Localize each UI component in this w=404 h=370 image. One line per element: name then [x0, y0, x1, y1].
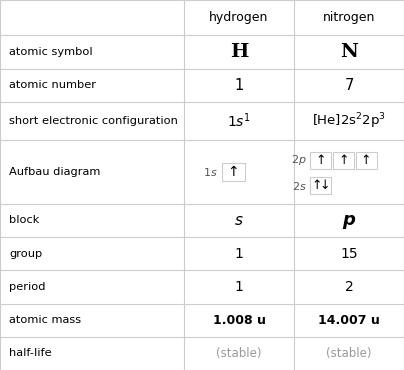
- Text: ↑: ↑: [338, 154, 349, 166]
- Text: (stable): (stable): [326, 347, 372, 360]
- Text: $\rm{[He]}2s^22p^3$: $\rm{[He]}2s^22p^3$: [312, 111, 386, 131]
- Bar: [310, 152, 331, 169]
- Text: ↑: ↑: [316, 154, 326, 166]
- Text: 1: 1: [235, 280, 243, 294]
- Text: (stable): (stable): [216, 347, 262, 360]
- Text: 7: 7: [344, 78, 354, 93]
- Text: 2: 2: [345, 280, 354, 294]
- Text: 1: 1: [235, 247, 243, 261]
- Text: period: period: [9, 282, 45, 292]
- Text: ↑: ↑: [227, 165, 239, 179]
- Text: atomic mass: atomic mass: [9, 315, 81, 325]
- Text: short electronic configuration: short electronic configuration: [9, 116, 178, 126]
- Bar: [222, 162, 244, 181]
- Text: s: s: [235, 213, 243, 228]
- Text: 1.008 u: 1.008 u: [213, 314, 265, 327]
- Text: 15: 15: [340, 247, 358, 261]
- Text: atomic number: atomic number: [9, 80, 96, 90]
- Text: $2s$: $2s$: [292, 180, 307, 192]
- Text: $1s^1$: $1s^1$: [227, 111, 251, 130]
- Text: 14.007 u: 14.007 u: [318, 314, 380, 327]
- Bar: [356, 152, 377, 169]
- Text: 1: 1: [234, 78, 244, 93]
- Text: atomic symbol: atomic symbol: [9, 47, 93, 57]
- Text: half-life: half-life: [9, 349, 52, 359]
- Bar: [333, 152, 354, 169]
- Text: H: H: [230, 43, 248, 61]
- Text: block: block: [9, 215, 39, 225]
- Text: ↑: ↑: [361, 154, 371, 166]
- Text: p: p: [343, 211, 356, 229]
- Text: $2p$: $2p$: [291, 153, 307, 167]
- Text: hydrogen: hydrogen: [209, 11, 269, 24]
- Text: ↓: ↓: [320, 179, 330, 192]
- Text: Aufbau diagram: Aufbau diagram: [9, 167, 100, 177]
- Text: group: group: [9, 249, 42, 259]
- Text: nitrogen: nitrogen: [323, 11, 375, 24]
- Bar: [310, 177, 331, 195]
- Text: $1s$: $1s$: [204, 166, 218, 178]
- Text: N: N: [340, 43, 358, 61]
- Text: ↑: ↑: [311, 179, 322, 192]
